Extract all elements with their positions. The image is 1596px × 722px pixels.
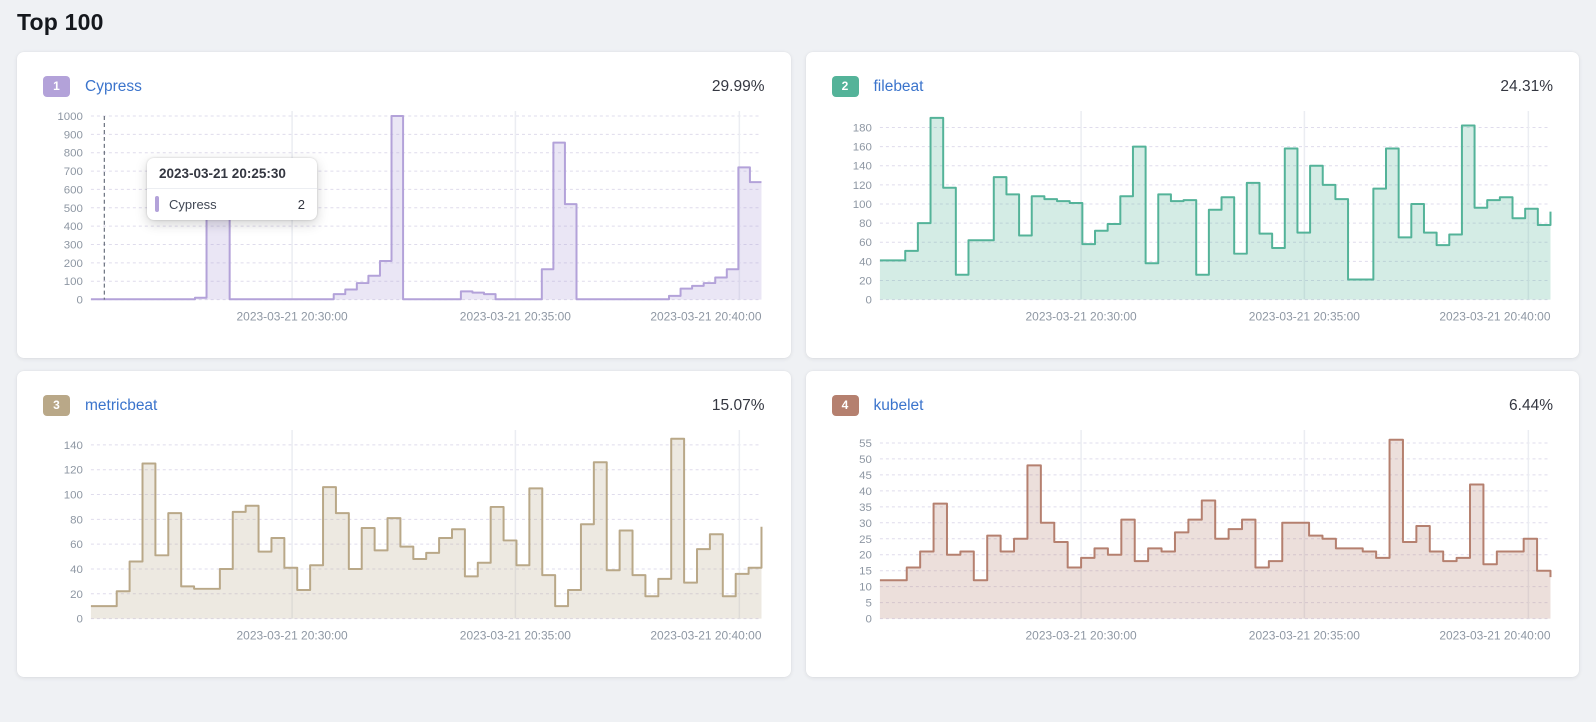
y-tick-label: 200 — [64, 258, 83, 270]
tooltip-series-value: 2 — [297, 196, 305, 212]
series-name-link[interactable]: filebeat — [873, 77, 924, 95]
y-tick-label: 40 — [70, 564, 83, 576]
x-axis-label: 2023-03-21 20:30:00 — [237, 310, 348, 324]
card-header: 3 metricbeat 15.07% — [43, 395, 765, 416]
page-title: Top 100 — [17, 9, 104, 35]
tooltip-series-name: Cypress — [169, 196, 217, 212]
chart-svg: 0 5 10 15 20 25 30 35 40 45 50 55 2023-03-21 20:30:0… — [859, 429, 1551, 643]
y-tick-label: 900 — [64, 129, 83, 141]
chart-card-filebeat: 2 filebeat 24.31% 0 20 40 60 80 100 120 140 160 1… — [805, 52, 1579, 358]
y-tick-label: 80 — [859, 218, 872, 230]
rank-badge: 2 — [831, 76, 859, 97]
card-header: 2 filebeat 24.31% — [831, 76, 1553, 97]
y-tick-label: 80 — [70, 514, 83, 526]
y-tick-label: 0 — [77, 295, 83, 307]
card-header: 1 Cypress 29.99% — [43, 76, 765, 97]
series-name-link[interactable]: Cypress — [85, 77, 142, 95]
y-tick-label: 600 — [64, 184, 83, 196]
y-tick-label: 20 — [859, 275, 872, 287]
chart-tooltip: 2023-03-21 20:25:30 Cypress 2 — [147, 158, 317, 220]
rank-badge: 4 — [831, 395, 859, 416]
y-tick-label: 0 — [865, 614, 871, 626]
area-fill — [879, 439, 1550, 619]
y-tick-label: 25 — [859, 534, 872, 546]
y-tick-label: 500 — [64, 203, 83, 215]
chart-card-cypress: 1 Cypress 29.99% 2023-03-21 20:25:30 Cyp… — [17, 52, 791, 358]
card-header: 4 kubelet 6.44% — [831, 395, 1553, 416]
chart-svg: 0 20 40 60 80 100 120 140 2023-03-21 20:30:00 202… — [64, 429, 763, 643]
series-name-link[interactable]: kubelet — [873, 396, 924, 414]
y-tick-label: 800 — [64, 148, 83, 160]
y-tick-label: 180 — [852, 122, 871, 134]
chart-card-metricbeat: 3 metricbeat 15.07% 0 20 40 60 80 100 120 140 20… — [17, 371, 791, 677]
y-tick-label: 100 — [64, 276, 83, 288]
y-tick-label: 160 — [852, 142, 871, 154]
y-tick-label: 5 — [865, 598, 871, 610]
y-tick-label: 100 — [852, 199, 871, 211]
y-tick-label: 40 — [859, 486, 872, 498]
y-tick-label: 140 — [64, 440, 83, 452]
y-tick-label: 120 — [64, 465, 83, 477]
tooltip-row: Cypress 2 — [147, 189, 317, 220]
y-tick-label: 60 — [70, 539, 83, 551]
chart-area[interactable]: 0 20 40 60 80 100 120 140 160 180 2023-03-21 20:30… — [832, 108, 1554, 334]
cards-grid: 1 Cypress 29.99% 2023-03-21 20:25:30 Cyp… — [0, 52, 1596, 677]
y-tick-label: 30 — [859, 518, 872, 530]
y-tick-label: 1000 — [57, 111, 83, 123]
x-axis-label: 2023-03-21 20:30:00 — [237, 629, 348, 643]
series-name-link[interactable]: metricbeat — [85, 396, 158, 414]
x-axis-label: 2023-03-21 20:35:00 — [460, 629, 571, 643]
series-line — [90, 437, 763, 608]
y-tick-label: 45 — [859, 470, 872, 482]
percent-value: 29.99% — [711, 77, 765, 95]
series-line — [879, 438, 1551, 582]
chart-svg: 0 100 200 300 400 500 600 700 800 900 1000 2023-03-… — [57, 111, 761, 324]
chart-svg: 0 20 40 60 80 100 120 140 160 180 2023-03-21 20:30… — [852, 110, 1551, 324]
tooltip-series-mark — [155, 196, 159, 212]
area-fill — [879, 117, 1550, 300]
y-tick-label: 120 — [852, 180, 871, 192]
percent-value: 24.31% — [1500, 77, 1553, 95]
x-axis-label: 2023-03-21 20:40:00 — [650, 310, 761, 324]
y-tick-label: 700 — [64, 166, 83, 178]
y-tick-label: 20 — [70, 589, 83, 601]
chart-card-kubelet: 4 kubelet 6.44% 0 5 10 15 20 25 30 35 40 45 50 55 20… — [805, 371, 1579, 677]
y-tick-label: 50 — [859, 454, 872, 466]
x-axis-label: 2023-03-21 20:40:00 — [1439, 629, 1550, 643]
percent-value: 6.44% — [1509, 396, 1553, 414]
y-tick-label: 35 — [859, 502, 872, 514]
y-tick-label: 0 — [77, 614, 83, 626]
x-axis-label: 2023-03-21 20:40:00 — [1439, 310, 1550, 324]
y-tick-label: 400 — [64, 221, 83, 233]
x-axis-label: 2023-03-21 20:35:00 — [1248, 310, 1359, 324]
y-tick-label: 15 — [859, 566, 872, 578]
y-tick-label: 0 — [865, 295, 871, 307]
x-axis-label: 2023-03-21 20:30:00 — [1025, 310, 1136, 324]
y-tick-label: 55 — [859, 438, 872, 450]
chart-area[interactable]: 2023-03-21 20:25:30 Cypress 2 0 100 200 300… — [43, 108, 765, 334]
y-tick-label: 20 — [859, 550, 872, 562]
y-tick-label: 140 — [852, 161, 871, 173]
rank-badge: 3 — [43, 395, 70, 416]
area-fill — [90, 438, 762, 619]
percent-value: 15.07% — [711, 396, 765, 414]
y-tick-label: 40 — [859, 256, 872, 268]
x-axis-label: 2023-03-21 20:35:00 — [460, 310, 571, 324]
y-tick-label: 300 — [64, 239, 83, 251]
y-tick-label: 60 — [859, 237, 872, 249]
x-axis-label: 2023-03-21 20:35:00 — [1248, 629, 1359, 643]
x-axis-label: 2023-03-21 20:40:00 — [650, 629, 761, 643]
chart-area[interactable]: 0 5 10 15 20 25 30 35 40 45 50 55 2023-03-21 20:30:0… — [832, 427, 1554, 653]
tooltip-timestamp: 2023-03-21 20:25:30 — [147, 158, 317, 189]
chart-area[interactable]: 0 20 40 60 80 100 120 140 2023-03-21 20:30:00 202… — [43, 427, 765, 653]
rank-badge: 1 — [43, 76, 70, 97]
x-axis-label: 2023-03-21 20:30:00 — [1025, 629, 1136, 643]
y-tick-label: 10 — [859, 582, 872, 594]
y-tick-label: 100 — [64, 490, 83, 502]
series-line — [879, 116, 1551, 281]
